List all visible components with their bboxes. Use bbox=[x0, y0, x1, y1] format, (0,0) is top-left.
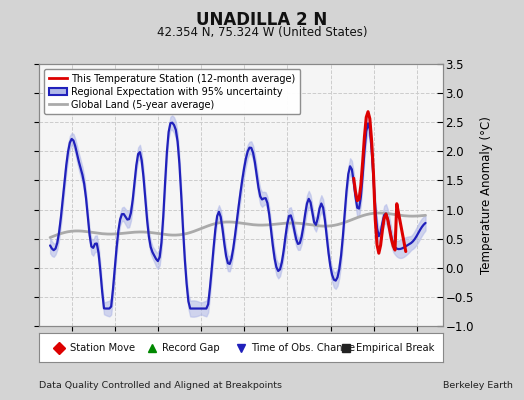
Text: Berkeley Earth: Berkeley Earth bbox=[443, 381, 512, 390]
Text: Empirical Break: Empirical Break bbox=[356, 342, 434, 353]
Text: Station Move: Station Move bbox=[70, 342, 135, 353]
Y-axis label: Temperature Anomaly (°C): Temperature Anomaly (°C) bbox=[479, 116, 493, 274]
Legend: This Temperature Station (12-month average), Regional Expectation with 95% uncer: This Temperature Station (12-month avera… bbox=[44, 69, 300, 114]
Text: Record Gap: Record Gap bbox=[162, 342, 220, 353]
Text: Time of Obs. Change: Time of Obs. Change bbox=[251, 342, 355, 353]
Text: Data Quality Controlled and Aligned at Breakpoints: Data Quality Controlled and Aligned at B… bbox=[39, 381, 282, 390]
Text: UNADILLA 2 N: UNADILLA 2 N bbox=[196, 11, 328, 29]
Text: 42.354 N, 75.324 W (United States): 42.354 N, 75.324 W (United States) bbox=[157, 26, 367, 39]
